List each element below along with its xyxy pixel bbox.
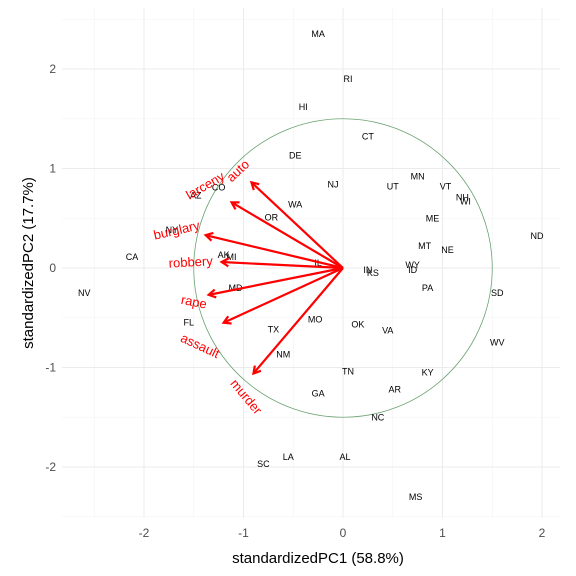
y-tick-label: -1 [45, 361, 56, 375]
tick-labels: -2 -1 0 1 2 -2 -1 0 1 2 [45, 62, 545, 540]
point-label: IN [363, 265, 372, 275]
point-label: ND [531, 231, 544, 241]
point-label: HI [299, 102, 308, 112]
loading-arrow [221, 260, 344, 270]
point-label: NC [371, 412, 384, 422]
point-label: OR [265, 212, 279, 222]
point-label: NJ [328, 179, 339, 189]
point-label: OK [351, 320, 364, 330]
point-label: WV [490, 338, 505, 348]
point-label: NY [166, 225, 179, 235]
point-label: MT [418, 241, 431, 251]
point-label: MN [411, 171, 425, 181]
point-label: CO [212, 182, 226, 192]
point-label: WI [460, 196, 471, 206]
point-label: VT [440, 181, 452, 191]
point-label: MA [311, 29, 325, 39]
y-axis-title: standardizedPC2 (17.7%) [20, 177, 37, 349]
point-label: RI [343, 74, 352, 84]
point-label: DE [289, 151, 302, 161]
x-tick-label: 0 [340, 526, 347, 540]
point-label: MD [229, 283, 243, 293]
point-label: KY [422, 367, 434, 377]
y-tick-label: -2 [45, 460, 56, 474]
loading-arrow [223, 267, 344, 324]
loading-label: auto [223, 157, 252, 185]
loading-arrow-head [249, 180, 260, 191]
loading-label: assault [178, 330, 222, 361]
point-label: AK [218, 250, 230, 260]
x-tick-label: 1 [439, 526, 446, 540]
loading-arrow-head [206, 288, 217, 299]
point-label: PA [422, 283, 433, 293]
point-label: LA [283, 452, 294, 462]
point-label: MO [308, 315, 323, 325]
point-label: AL [339, 452, 350, 462]
y-tick-label: 0 [49, 261, 56, 275]
loading-arrow-head [203, 231, 214, 242]
point-label: CT [362, 132, 374, 142]
correlation-circle [193, 118, 493, 418]
loading-arrow-head [221, 315, 232, 325]
point-label: NE [441, 245, 454, 255]
grid [62, 8, 560, 518]
point-label: ID [408, 265, 418, 275]
loading-arrows: autolarcenyburglaryrobberyrapeassaultmur… [152, 157, 344, 418]
x-tick-label: -2 [139, 526, 150, 540]
loading-label: rape [180, 292, 208, 312]
loading-arrow [252, 267, 344, 375]
loading-arrow [208, 266, 344, 296]
point-label: KS [367, 268, 379, 278]
correlation-circle-layer [193, 118, 493, 418]
loading-arrow [250, 181, 344, 269]
x-axis-title: standardizedPC1 (58.8%) [232, 550, 404, 567]
point-label: WA [288, 199, 302, 209]
y-tick-label: 2 [49, 62, 56, 76]
point-label: TN [342, 366, 354, 376]
point-label: SC [257, 459, 270, 469]
point-label: TX [268, 325, 280, 335]
x-tick-label: -1 [238, 526, 249, 540]
loading-arrow [205, 234, 344, 270]
loading-arrow-head [229, 201, 240, 210]
point-label: CA [126, 252, 139, 262]
point-label: AZ [190, 190, 202, 200]
point-label: ME [426, 213, 440, 223]
point-label: VA [382, 326, 393, 336]
loading-label: robbery [168, 253, 213, 270]
loading-arrow-head [252, 365, 262, 376]
loading-arrow-head [219, 257, 230, 268]
loading-label: burglary [152, 217, 202, 242]
x-tick-label: 2 [539, 526, 546, 540]
point-label: FL [184, 318, 195, 328]
loading-arrow [231, 201, 344, 269]
point-label: GA [312, 388, 325, 398]
point-label: SD [491, 288, 504, 298]
point-label: NM [276, 350, 290, 360]
point-label: WY [405, 260, 420, 270]
point-label: MI [227, 252, 237, 262]
point-label: MS [409, 492, 423, 502]
point-label: NV [78, 288, 91, 298]
point-label: AR [388, 384, 401, 394]
point-label: UT [387, 181, 399, 191]
y-tick-label: 1 [49, 162, 56, 176]
point-label: NH [456, 192, 469, 202]
